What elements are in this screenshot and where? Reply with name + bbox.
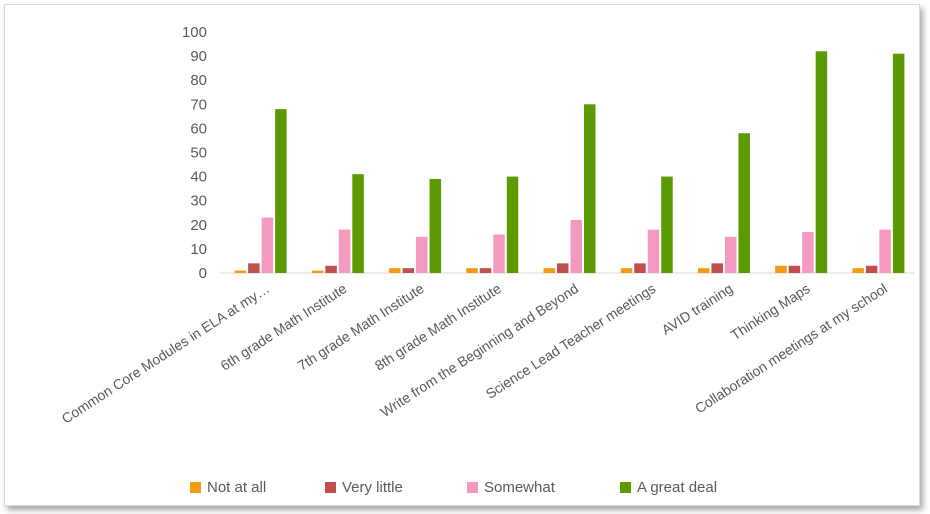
bar-somewhat	[879, 229, 891, 273]
bar-very-little	[711, 263, 723, 273]
category-label: 7th grade Math Institute	[295, 280, 427, 374]
legend-swatch	[467, 482, 478, 493]
legend-label: Very little	[342, 479, 403, 496]
y-tick-label: 20	[190, 217, 207, 234]
y-tick-label: 30	[190, 193, 207, 210]
bar-somewhat	[416, 236, 428, 273]
category-label: AVID training	[659, 280, 736, 338]
y-tick-label: 60	[190, 120, 207, 137]
legend-label: Somewhat	[484, 479, 556, 496]
bar-somewhat	[647, 229, 660, 273]
bar-somewhat	[493, 234, 505, 273]
chart-frame: 0 10 20 30 40 50 60 70 80 90 100 Common Core Modul…	[4, 4, 920, 506]
bar-not-at-all	[620, 268, 633, 273]
category-label: 6th grade Math Institute	[217, 280, 349, 374]
bar-a-great-deal	[584, 104, 596, 273]
bar-very-little	[402, 268, 415, 273]
bar-not-at-all	[389, 268, 401, 273]
bar-very-little	[248, 263, 260, 273]
y-tick-label: 90	[190, 48, 207, 65]
bar-somewhat	[802, 232, 814, 273]
y-tick-label: 10	[190, 241, 207, 258]
y-tick-label: 80	[190, 72, 207, 89]
bar-a-great-deal	[506, 176, 519, 273]
y-axis-tick-labels: 0 10 20 30 40 50 60 70 80 90 100	[182, 24, 207, 282]
bar-a-great-deal	[661, 176, 673, 273]
bar-not-at-all	[543, 268, 555, 273]
bar-a-great-deal	[429, 179, 442, 273]
legend-swatch	[620, 482, 631, 493]
bar-a-great-deal	[815, 51, 828, 273]
bars	[234, 51, 905, 274]
bar-not-at-all	[311, 270, 324, 273]
grouped-bar-chart: 0 10 20 30 40 50 60 70 80 90 100 Common Core Modul…	[59, 24, 915, 496]
bar-very-little	[557, 263, 569, 273]
bar-somewhat	[261, 217, 274, 273]
bar-not-at-all	[775, 265, 787, 273]
bar-a-great-deal	[738, 133, 750, 273]
category-label: 8th grade Math Institute	[372, 280, 504, 374]
bar-very-little	[325, 265, 337, 273]
bar-somewhat	[338, 229, 351, 273]
bar-somewhat	[724, 236, 737, 273]
legend: Not at all Very little Somewhat A great dea…	[190, 479, 717, 496]
y-tick-label: 70	[190, 96, 207, 113]
legend-swatch	[190, 482, 201, 493]
bar-a-great-deal	[352, 174, 364, 273]
legend-swatch	[325, 482, 336, 493]
y-tick-label: 40	[190, 169, 207, 186]
bar-not-at-all	[234, 270, 247, 273]
bar-very-little	[479, 268, 492, 273]
bar-not-at-all	[697, 268, 710, 273]
bar-a-great-deal	[892, 53, 905, 273]
y-tick-label: 50	[190, 145, 207, 162]
bar-very-little	[865, 265, 878, 273]
category-labels: Common Core Modules in ELA at my…6th gra…	[59, 280, 890, 427]
legend-label: A great deal	[637, 479, 717, 496]
bar-somewhat	[570, 219, 582, 273]
bar-not-at-all	[466, 268, 478, 273]
bar-very-little	[788, 265, 801, 273]
bar-not-at-all	[852, 268, 864, 273]
bar-very-little	[634, 263, 646, 273]
legend-label: Not at all	[207, 479, 266, 496]
y-tick-label: 0	[199, 265, 207, 282]
y-tick-label: 100	[182, 24, 207, 41]
bar-a-great-deal	[275, 109, 287, 274]
